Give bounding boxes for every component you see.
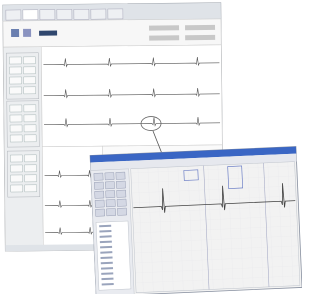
lead-button <box>10 135 22 142</box>
tab <box>23 10 38 20</box>
lead-button <box>24 77 36 84</box>
lead-button <box>24 125 36 132</box>
toolbar <box>3 19 221 47</box>
tool-button <box>117 199 126 206</box>
tool-button <box>95 200 104 207</box>
lead-button <box>23 57 35 64</box>
lead-button <box>10 155 22 162</box>
ecg-area <box>41 45 222 147</box>
tab <box>57 9 72 19</box>
info-field <box>185 35 215 40</box>
tool-button <box>116 172 125 179</box>
lead-button <box>24 135 36 142</box>
lead-button <box>9 57 21 64</box>
page: (() => { const ns = 'http://www.w3.org/2… <box>0 0 302 294</box>
tool-buttons <box>94 172 127 216</box>
toolbar-icon <box>11 29 19 37</box>
tool-button <box>116 181 125 188</box>
lead-button <box>10 105 22 112</box>
tool-button <box>106 209 115 216</box>
tool-button <box>117 208 126 215</box>
tool-button <box>95 191 104 198</box>
tabs <box>6 9 123 20</box>
tool-button <box>94 173 103 180</box>
lead-button <box>11 175 23 182</box>
tool-button <box>117 190 126 197</box>
plot-area <box>131 162 300 293</box>
tool-button <box>106 191 115 198</box>
lead-button <box>10 115 22 122</box>
lead-button <box>24 105 36 112</box>
screenshot <box>0 0 302 294</box>
toolbar-field <box>39 31 57 36</box>
tab <box>40 10 55 20</box>
lead-button <box>24 165 36 172</box>
lead-button <box>25 185 37 192</box>
info-field <box>149 25 179 30</box>
tool-button <box>94 182 103 189</box>
tab <box>91 9 106 19</box>
info-field <box>149 35 179 40</box>
tool-button <box>106 200 115 207</box>
tab <box>108 9 123 19</box>
lead-button <box>24 115 36 122</box>
lead-button <box>25 175 37 182</box>
toolbar-icon <box>23 29 31 37</box>
tab <box>6 10 21 20</box>
tool-button <box>95 209 104 216</box>
tool-button <box>105 173 114 180</box>
lead-button <box>23 67 35 74</box>
lead-button <box>9 67 21 74</box>
lead-button <box>10 87 22 94</box>
front-window <box>90 147 302 294</box>
lead-button <box>24 87 36 94</box>
lead-button <box>10 77 22 84</box>
lead-button <box>10 125 22 132</box>
tool-button <box>105 182 114 189</box>
lead-button <box>24 155 36 162</box>
tab <box>74 9 89 19</box>
lead-button <box>10 165 22 172</box>
info-field <box>185 25 215 30</box>
left-panel <box>3 47 43 251</box>
lead-button <box>11 185 23 192</box>
